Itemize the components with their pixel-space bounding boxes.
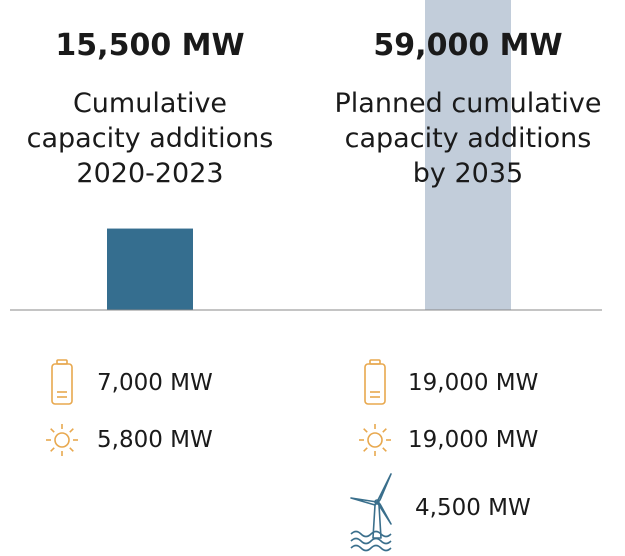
category-label: Cumulative capacity additions 2020-2023: [26, 88, 274, 189]
battery-cap: [56, 359, 68, 365]
bar: [107, 228, 193, 310]
battery-icon: [364, 359, 386, 405]
sun-ray: [69, 428, 74, 433]
sun-ray: [69, 447, 74, 452]
sun-ray: [382, 447, 387, 452]
category-label: Planned cumulative capacity additions by…: [334, 88, 602, 189]
breakdown-label: 19,000 MW: [408, 370, 539, 396]
turbine-hub: [374, 499, 380, 505]
turbine-blade: [376, 473, 392, 503]
breakdown-label: 5,800 MW: [97, 427, 213, 453]
breakdown-label: 7,000 MW: [97, 370, 213, 396]
sun-ray: [382, 428, 387, 433]
wave: [350, 530, 392, 538]
sun-core: [54, 432, 70, 448]
breakdown-label: 19,000 MW: [408, 427, 539, 453]
battery-body: [51, 363, 73, 405]
wave: [350, 544, 392, 552]
sun-icon: [46, 424, 78, 456]
sun-ray: [50, 447, 55, 452]
bar: [425, 0, 511, 310]
sun-icon: [359, 424, 391, 456]
sun-ray: [363, 447, 368, 452]
battery-body: [364, 363, 386, 405]
breakdown-label: 4,500 MW: [415, 495, 531, 521]
sun-ray: [363, 428, 368, 433]
value-label: 59,000 MW: [373, 28, 563, 63]
turbine-blade: [350, 497, 378, 506]
battery-icon: [51, 359, 73, 405]
value-label: 15,500 MW: [55, 28, 245, 63]
battery-cap: [369, 359, 381, 365]
wave: [350, 537, 392, 545]
wind-icon: [350, 473, 392, 552]
sun-ray: [50, 428, 55, 433]
sun-core: [367, 432, 383, 448]
